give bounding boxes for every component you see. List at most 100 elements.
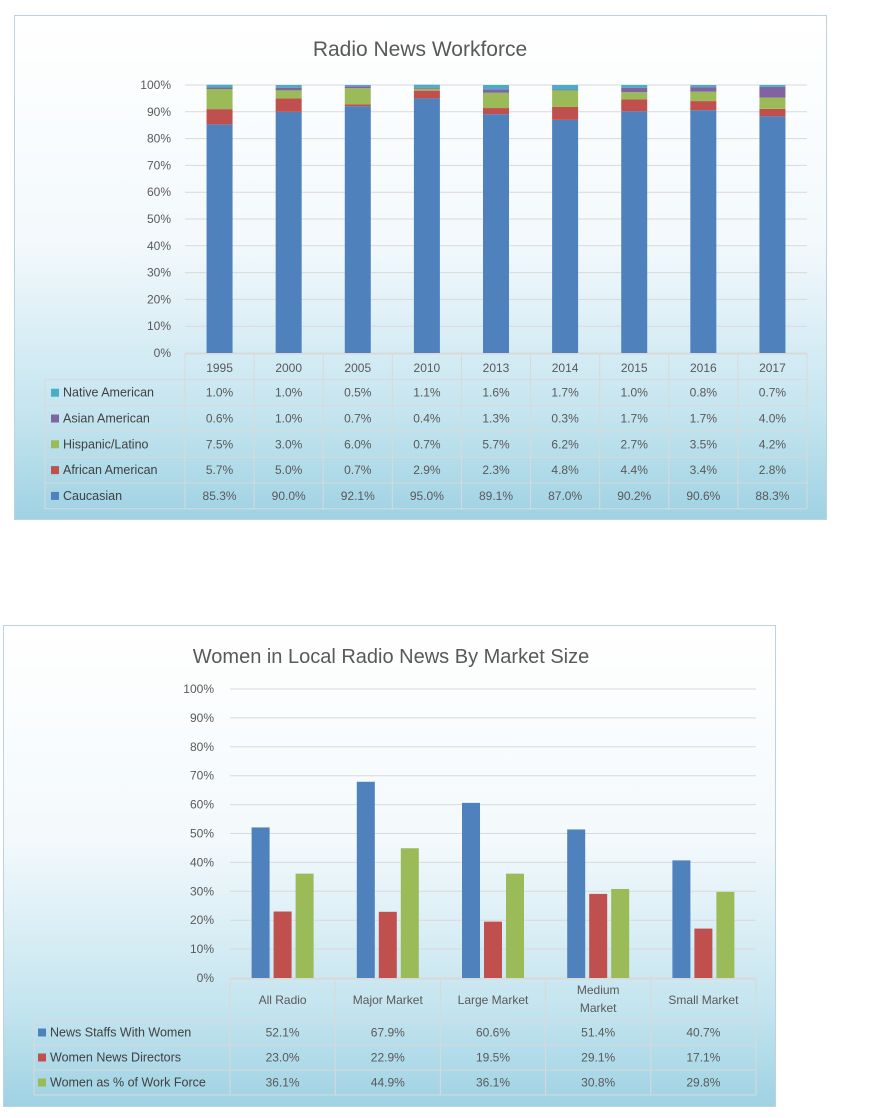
bar-women-news-directors	[694, 928, 713, 978]
bar-segment-caucasian	[759, 116, 786, 353]
y-tick-label: 0%	[154, 346, 172, 360]
legend-label: News Staffs With Women	[50, 1026, 191, 1040]
y-tick-label: 100%	[183, 682, 214, 696]
bar-segment-native-american	[759, 85, 786, 87]
legend-label: Native American	[63, 386, 154, 400]
y-tick-label: 20%	[190, 913, 214, 927]
bar-segment-caucasian	[413, 98, 440, 354]
y-tick-label: 60%	[147, 185, 171, 199]
y-tick-label: 50%	[190, 827, 214, 841]
x-category-label: Market	[580, 1001, 617, 1015]
legend-label: Caucasian	[63, 489, 122, 503]
data-label: 51.4%	[581, 1026, 615, 1040]
bar-segment-hispanic-latino	[413, 88, 440, 91]
y-tick-label: 100%	[140, 78, 171, 92]
y-tick-label: 80%	[190, 740, 214, 754]
data-label: 1.7%	[551, 386, 579, 400]
data-label: 36.1%	[476, 1076, 510, 1090]
bar-segment-asian-american	[344, 86, 371, 89]
bar-women-as-of-work-force	[295, 873, 314, 978]
bar-segment-caucasian	[483, 114, 509, 353]
bar-women-news-directors	[273, 911, 292, 978]
data-label: 44.9%	[371, 1076, 405, 1090]
bar-segment-asian-american	[206, 87, 233, 90]
bar-segment-native-american	[483, 85, 509, 90]
legend-label: Women News Directors	[50, 1051, 181, 1065]
data-label: 1.7%	[621, 412, 649, 426]
y-tick-label: 40%	[190, 855, 214, 869]
bar-segment-hispanic-latino	[690, 91, 717, 102]
bar-segment-caucasian	[621, 111, 648, 353]
y-tick-label: 80%	[147, 132, 171, 146]
data-label: 1.0%	[275, 412, 303, 426]
bar-women-news-directors	[378, 911, 397, 978]
data-label: 4.8%	[551, 463, 579, 477]
data-label: 6.2%	[551, 437, 579, 451]
x-category-label: Major Market	[353, 993, 424, 1007]
data-label: 3.5%	[690, 437, 718, 451]
bar-segment-native-american	[690, 85, 717, 88]
bar-segment-asian-american	[275, 87, 302, 91]
legend-key	[51, 466, 59, 475]
bar-segment-native-american	[206, 84, 233, 88]
legend-label: Hispanic/Latino	[63, 437, 149, 451]
data-label: 1.0%	[275, 386, 303, 400]
data-label: 6.0%	[344, 437, 372, 451]
data-label: 5.7%	[206, 463, 234, 477]
bar-women-as-of-work-force	[611, 888, 630, 978]
data-label: 2.7%	[621, 437, 649, 451]
bar-women-news-directors	[589, 893, 608, 978]
bar-segment-african-american	[344, 104, 371, 107]
x-category-label: All Radio	[259, 993, 307, 1007]
data-label: 95.0%	[410, 489, 444, 503]
data-label: 2.3%	[482, 463, 510, 477]
data-label: 0.8%	[690, 386, 718, 400]
workforce-chart: Radio News Workforce 0% 10% 20% 30% 40% 50% 60%…	[44, 38, 808, 510]
y-tick-label: 0%	[197, 971, 215, 985]
bar-segment-native-american	[552, 85, 579, 90]
x-category-label: 2015	[621, 361, 648, 375]
data-label: 92.1%	[341, 489, 375, 503]
x-category-label: Large Market	[458, 993, 529, 1007]
data-label: 1.1%	[413, 386, 441, 400]
x-category-label: Small Market	[668, 993, 739, 1007]
data-label: 1.6%	[482, 386, 510, 400]
y-tick-label: 60%	[190, 798, 214, 812]
data-label: 88.3%	[755, 489, 789, 503]
data-label: 1.3%	[482, 412, 510, 426]
bar-segment-african-american	[552, 106, 579, 120]
women-chart-panel: Women in Local Radio News By Market Size…	[3, 625, 776, 1107]
bar-segment-african-american	[759, 108, 786, 117]
data-label: 60.6%	[476, 1026, 510, 1040]
y-tick-label: 90%	[147, 105, 171, 119]
data-label: 0.7%	[759, 386, 787, 400]
data-label: 3.0%	[275, 437, 303, 451]
x-category-label: 2017	[759, 361, 786, 375]
data-label: 0.5%	[344, 386, 372, 400]
y-tick-label: 30%	[190, 884, 214, 898]
data-label: 4.0%	[759, 412, 787, 426]
data-label: 90.0%	[272, 489, 306, 503]
bar-news-staffs-with-women	[356, 781, 375, 978]
y-tick-label: 30%	[147, 266, 171, 280]
x-category-label: 1995	[206, 361, 233, 375]
data-label: 29.8%	[686, 1076, 720, 1090]
bar-news-staffs-with-women	[672, 860, 691, 978]
bar-women-as-of-work-force	[400, 848, 419, 978]
bar-segment-asian-american	[621, 87, 648, 93]
bar-segment-hispanic-latino	[621, 92, 648, 100]
data-label: 67.9%	[371, 1026, 405, 1040]
y-tick-label: 10%	[147, 319, 171, 333]
chart-title: Radio News Workforce	[313, 38, 527, 61]
data-label: 4.2%	[759, 437, 787, 451]
data-label: 23.0%	[266, 1051, 300, 1065]
data-label: 87.0%	[548, 489, 582, 503]
data-label: 1.7%	[690, 412, 718, 426]
bar-segment-caucasian	[275, 111, 302, 353]
legend-key	[38, 1078, 46, 1087]
x-category-label: 2014	[552, 361, 579, 375]
bar-segment-caucasian	[552, 119, 579, 353]
data-label: 0.6%	[206, 412, 234, 426]
y-tick-label: 50%	[147, 212, 171, 226]
legend-label: Women as % of Work Force	[50, 1076, 206, 1090]
